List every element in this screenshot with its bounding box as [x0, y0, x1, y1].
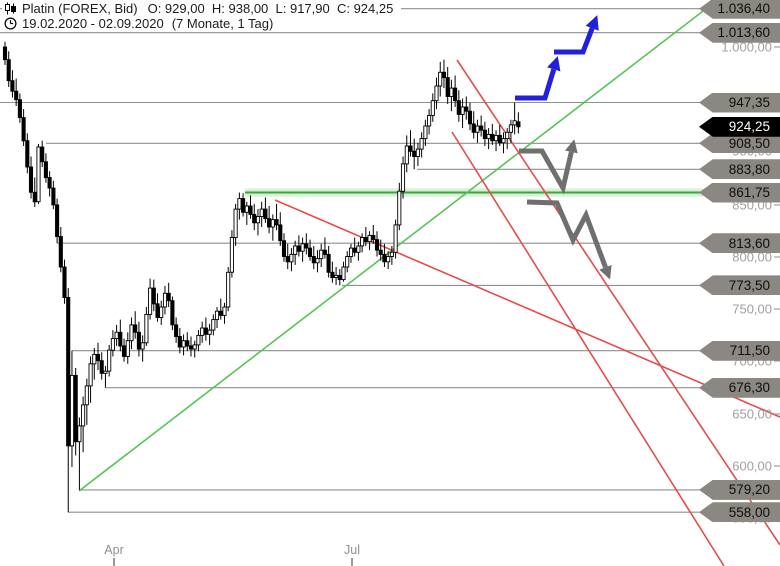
y-axis-label: 650,00 [732, 406, 772, 422]
uptrend-support-line [78, 7, 708, 492]
downtrend-channel-lower-line [451, 131, 725, 566]
price-level-tag: 1.036,40 [699, 0, 780, 19]
y-axis-label: 800,00 [732, 249, 772, 265]
instrument-title: Platin (FOREX, Bid) [22, 1, 138, 16]
price-level-tag: 883,80 [699, 159, 780, 180]
y-axis-label: 750,00 [732, 301, 772, 317]
ohlc-values: O: 929,00 H: 938,00 L: 917,90 C: 924,25 [147, 1, 394, 16]
price-level-tag: 579,20 [699, 479, 780, 500]
bearish-scenario-arrow-1-head [565, 139, 578, 154]
bullish-scenario-arrow-2-head [585, 15, 599, 31]
y-axis-label: 600,00 [732, 458, 772, 474]
price-level-tag: 1.013,60 [699, 22, 780, 43]
price-level-tag: 558,00 [699, 502, 780, 523]
chart-header-line1: Platin (FOREX, Bid) O: 929,00 H: 938,00 L… [2, 1, 402, 16]
price-level-tag: 813,60 [699, 233, 780, 254]
x-axis-month-label: Apr [104, 543, 124, 557]
candlestick-icon [4, 2, 17, 15]
price-level-tag: 711,50 [699, 340, 780, 361]
price-level-tag: 947,35 [699, 92, 780, 113]
date-range: 19.02.2020 - 02.09.2020 [22, 16, 164, 31]
bullish-scenario-arrow-2 [554, 27, 595, 55]
clock-icon [4, 17, 17, 30]
bearish-scenario-arrow-2-head [599, 265, 612, 280]
bearish-scenario-arrow-1 [519, 148, 574, 195]
chart-header-line2: 19.02.2020 - 02.09.2020 (7 Monate, 1 Tag) [2, 16, 282, 31]
period: (7 Monate, 1 Tag) [171, 16, 274, 31]
price-level-tag: 861,75 [699, 182, 780, 203]
candles-layer [2, 41, 521, 513]
x-axis-month-label: Jul [344, 543, 360, 557]
price-level-tag: 773,50 [699, 275, 780, 296]
bearish-scenario-arrow-2 [526, 199, 608, 269]
may-high-resistance-line [274, 199, 780, 418]
bullish-scenario-arrow-1 [515, 68, 557, 101]
chart-header: Platin (FOREX, Bid) O: 929,00 H: 938,00 L… [2, 1, 402, 31]
price-level-tag: 676,30 [699, 377, 780, 398]
bullish-scenario-arrow-1-head [547, 56, 561, 72]
y-axis-label: 1.000,00 [721, 39, 772, 55]
last-price-tag: 924,25 [699, 116, 780, 137]
price-level-tag: 908,50 [699, 133, 780, 154]
